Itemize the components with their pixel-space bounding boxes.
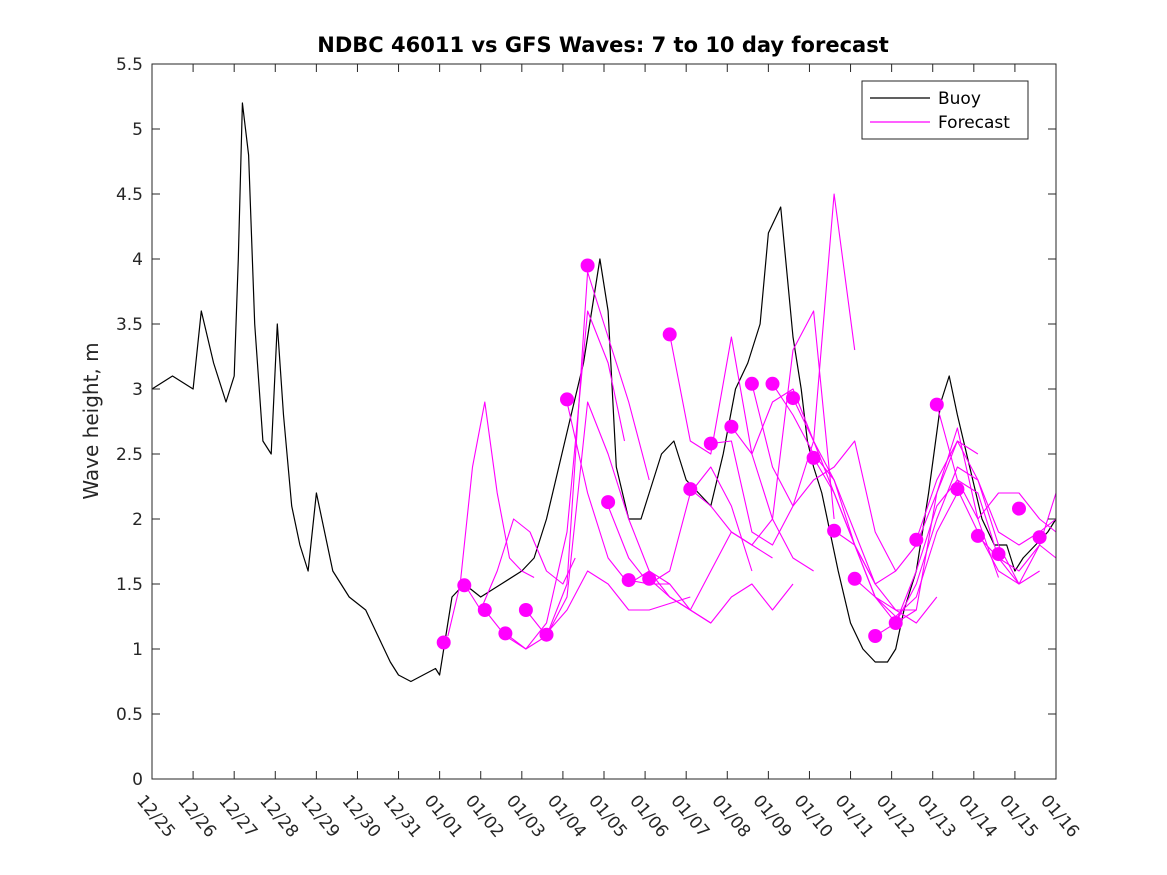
y-tick-label: 5.5 [116,55,143,75]
forecast-marker-26 [950,482,965,497]
series-line-forecast-run-12 [689,310,835,546]
y-tick-label: 3.5 [116,315,143,335]
forecast-marker-30 [1032,530,1047,545]
y-tick-label: 0.5 [116,705,143,725]
y-tick-label: 0 [132,770,143,790]
series-line-forecast-run-26 [977,535,1057,572]
series-line-forecast-run-14 [730,388,876,585]
y-tick-label: 2 [132,510,143,530]
forecast-marker-12 [662,327,677,342]
series-line-forecast-run-22 [895,479,1040,624]
y-tick-label: 1.5 [116,575,143,595]
x-tick-label: 01/06 [625,791,672,841]
y-tick-label: 5 [132,120,143,140]
y-axis: 0 0.5 1 1.5 2 2.5 3 3.5 4 4.5 5 5.5 [116,55,1056,790]
x-tick-label: 01/04 [543,791,590,841]
forecast-marker-18 [786,391,800,406]
x-tick-label: 01/16 [1036,791,1083,841]
forecast-marker-24 [909,532,924,547]
x-tick-label: 01/03 [502,791,549,841]
forecast-marker-5 [518,603,533,617]
chart-title: NDBC 46011 vs GFS Waves: 7 to 10 day for… [317,33,888,57]
x-tick-label: 01/07 [666,791,713,841]
series-line-forecast-run-10 [648,578,794,624]
x-tick-label: 01/11 [831,791,878,841]
forecast-marker-6 [539,627,554,642]
forecast-marker-20 [827,523,842,538]
x-tick-label: 12/31 [379,791,426,841]
x-tick-label: 12/25 [132,791,179,841]
series-line-forecast-run-19 [833,440,979,585]
series-line-forecast-run-4 [505,271,650,650]
legend-box [861,80,1029,140]
forecast-marker-28 [991,547,1006,562]
forecast-marker-1 [436,635,451,650]
x-tick-label: 12/28 [255,791,302,841]
forecast-marker-29 [1012,501,1026,516]
forecast-marker-21 [847,571,862,586]
y-tick-label: 1 [132,640,143,660]
series-line-forecast-run-6 [546,570,691,634]
forecast-marker-2 [457,578,472,593]
forecast-marker-9 [601,495,616,510]
y-tick-label: 2.5 [116,445,143,465]
x-tick-label: 01/15 [995,791,1042,841]
series-line-forecast-run-16 [772,383,917,611]
x-tick-label: 01/08 [707,791,754,841]
forecast-marker-4 [498,626,513,641]
series-line-forecast-run-13 [710,193,856,546]
forecast-marker-27 [970,528,985,543]
y-tick-label: 3 [132,380,143,400]
series-line-forecast-run-18 [813,457,958,618]
legend-buoy-label: Buoy [938,89,981,109]
legend: Buoy Forecast [861,80,1029,140]
forecast-marker-25 [929,397,944,412]
forecast-marker-19 [806,450,821,465]
y-tick-label: 4.5 [116,185,143,205]
x-tick-label: 01/01 [420,791,467,841]
x-tick-label: 01/09 [749,791,796,841]
forecast-marker-15 [724,419,739,434]
x-tick-label: 01/05 [584,791,631,841]
x-tick-label: 01/10 [790,791,837,841]
forecast-marker-13 [683,482,698,497]
series-line-forecast-run-15 [751,383,897,572]
forecast-marker-16 [744,376,759,391]
forecast-marker-22 [868,629,883,643]
series-line-forecast-run-1 [447,401,535,637]
forecast-marker-17 [765,376,780,391]
x-tick-label: 12/30 [338,791,385,841]
x-tick-label: 01/12 [872,791,919,841]
x-tick-label: 12/29 [297,791,344,841]
forecast-marker-3 [477,603,492,617]
plot-background [152,64,1056,779]
y-axis-label: Wave height, m [79,342,103,499]
x-tick-label: 01/02 [461,791,508,841]
forecast-marker-10 [621,573,636,588]
series-line-forecast-run-11 [669,334,814,572]
x-tick-label: 12/27 [214,791,261,841]
x-tick-label: 01/14 [954,791,1001,841]
forecast-marker-23 [888,616,903,630]
x-tick-label: 12/26 [173,791,220,841]
forecast-marker-7 [560,392,574,407]
legend-forecast-label: Forecast [938,113,1010,133]
forecast-marker-8 [580,258,595,273]
y-tick-label: 4 [132,250,143,270]
x-tick-label: 01/13 [913,791,960,841]
forecast-marker-14 [703,436,718,451]
series-line-forecast-run-24 [936,404,1057,533]
plot-area [151,63,1057,780]
forecast-marker-11 [642,571,657,586]
series-line-forecast-run-8 [607,466,753,585]
